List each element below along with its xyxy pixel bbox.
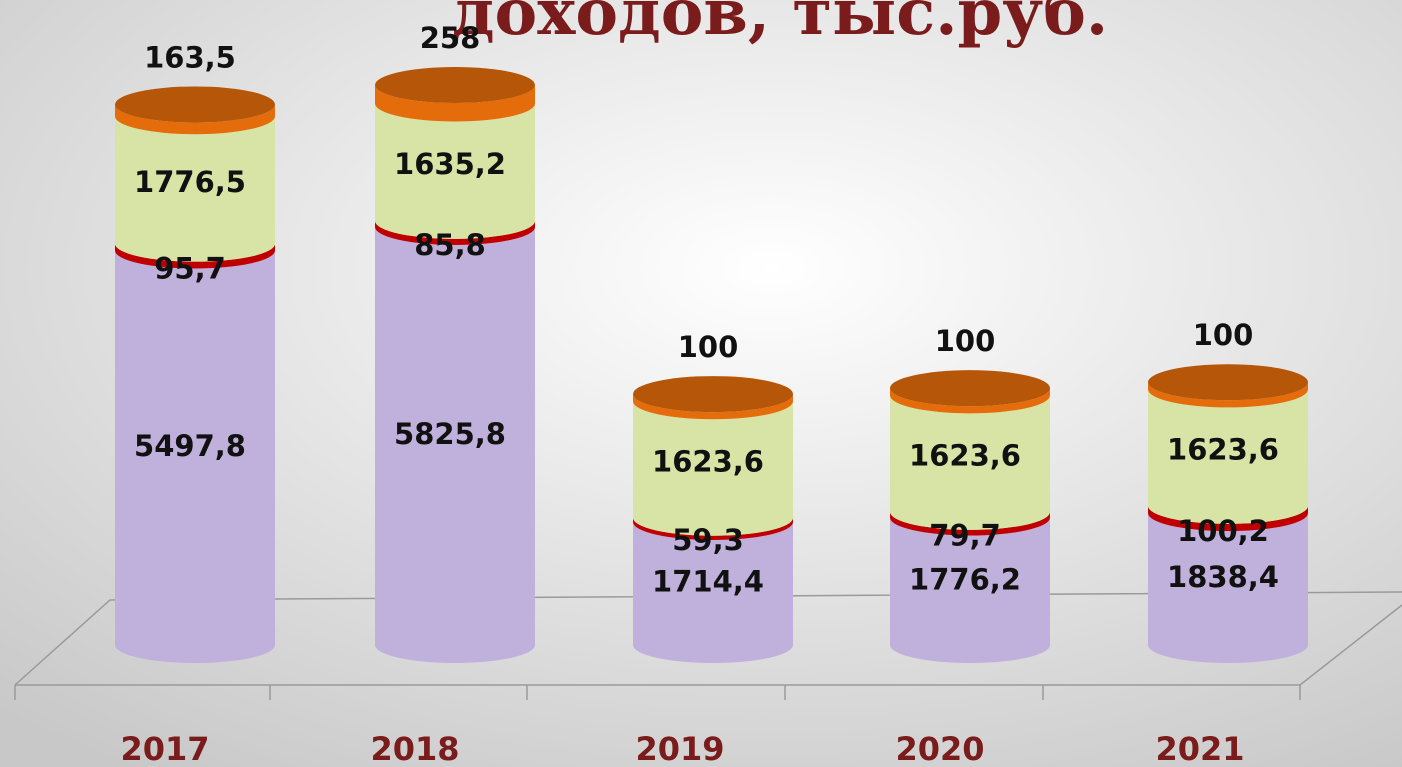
value-label: 79,7 <box>929 519 1001 553</box>
cylinder-top <box>375 67 535 103</box>
value-label: 100 <box>935 324 996 358</box>
cylinder-top <box>115 86 275 123</box>
x-tick-label: 2019 <box>635 730 724 767</box>
cylinder-segment <box>1148 382 1308 408</box>
value-label: 95,7 <box>154 252 226 286</box>
cylinder-segment <box>633 401 793 536</box>
cylinder-segment <box>890 517 1050 663</box>
cylinder-segment <box>115 116 275 262</box>
cylinder-segment <box>1148 505 1308 532</box>
cylinder-top <box>1148 364 1308 401</box>
value-label: 163,5 <box>144 40 236 74</box>
value-label: 85,8 <box>414 228 486 262</box>
cylinder-segment <box>890 388 1050 414</box>
cylinder-segment <box>1148 513 1308 663</box>
cylinder-segment <box>633 521 793 663</box>
cylinder-segment <box>890 511 1050 536</box>
cylinder-segment <box>633 517 793 540</box>
cylinder-segment <box>633 394 793 420</box>
value-label: 59,3 <box>672 523 744 557</box>
value-label: 1714,4 <box>652 564 764 598</box>
cylinder-top <box>633 376 793 413</box>
value-label: 100,2 <box>1177 514 1269 548</box>
x-tick-label: 2020 <box>895 730 984 767</box>
cylinder-segment <box>115 250 275 663</box>
cylinder-segment <box>115 104 275 135</box>
value-label: 100 <box>678 330 739 364</box>
cylinder-segment <box>375 103 535 239</box>
value-label: 1623,6 <box>1167 433 1279 467</box>
value-label: 258 <box>420 21 481 55</box>
value-label: 1623,6 <box>909 439 1021 473</box>
value-label: 100 <box>1193 318 1254 352</box>
cylinder-segment <box>375 220 535 245</box>
cylinder-top <box>890 370 1050 407</box>
cylinder-segment <box>1148 389 1308 524</box>
value-label: 1635,2 <box>394 147 506 181</box>
x-tick-label: 2018 <box>370 730 459 767</box>
value-label: 1838,4 <box>1167 560 1279 594</box>
value-label: 1776,2 <box>909 562 1021 596</box>
x-tick-label: 2017 <box>120 730 209 767</box>
x-tick-label: 2021 <box>1155 730 1244 767</box>
value-label: 5825,8 <box>394 417 506 451</box>
cylinder-segment <box>115 243 275 269</box>
cylinder-segment <box>375 226 535 663</box>
cylinder-segment <box>890 395 1050 530</box>
value-label: 1776,5 <box>134 165 246 199</box>
cylinder-segment <box>375 85 535 122</box>
value-label: 5497,8 <box>134 429 246 463</box>
value-label: 1623,6 <box>652 444 764 478</box>
chart-title: доходов, тыс.руб. <box>452 0 1108 50</box>
